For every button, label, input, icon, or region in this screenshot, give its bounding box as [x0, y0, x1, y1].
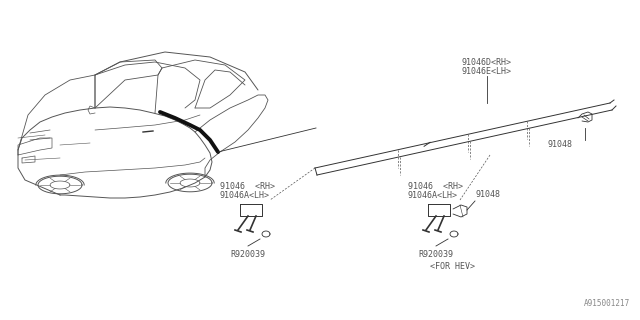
Text: 91046A<LH>: 91046A<LH>: [220, 191, 270, 200]
Text: 91046  <RH>: 91046 <RH>: [408, 182, 463, 191]
Text: R920039: R920039: [230, 250, 265, 259]
Text: 91046  <RH>: 91046 <RH>: [220, 182, 275, 191]
Text: 91048: 91048: [547, 140, 573, 149]
Text: A915001217: A915001217: [584, 299, 630, 308]
Text: 91046D<RH>: 91046D<RH>: [462, 58, 512, 67]
Text: <FOR HEV>: <FOR HEV>: [430, 262, 475, 271]
Text: 91046A<LH>: 91046A<LH>: [408, 191, 458, 200]
Text: 91048: 91048: [475, 190, 500, 199]
Text: 91046E<LH>: 91046E<LH>: [462, 67, 512, 76]
Text: R920039: R920039: [418, 250, 453, 259]
